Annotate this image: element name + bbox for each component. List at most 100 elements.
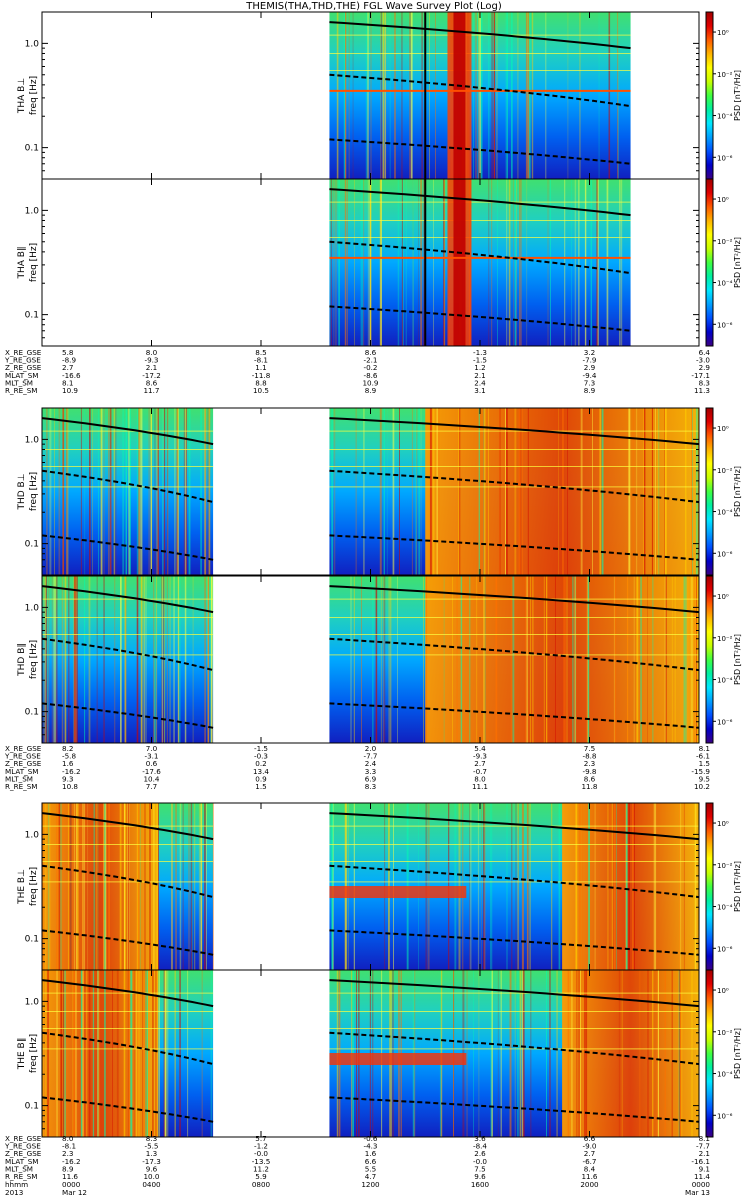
ephemeris-value: 9.3 [62,774,73,783]
spectrogram-streak [478,12,480,179]
ephemeris-value: 1.5 [255,782,266,791]
spectrogram-streak [204,803,206,970]
spectrogram-streak [588,803,590,970]
ephemeris-value: 8.0 [62,1134,74,1143]
gyrofrequency-curve [41,637,214,672]
spectrogram-streak [194,803,196,970]
spectrogram-streak [685,408,687,575]
spectrogram-streak [632,408,635,575]
spectrogram-streak [43,576,44,743]
ephemeris-value: 8.0 [474,774,486,783]
spectrogram-streak [361,179,363,346]
spectrogram-streak [56,576,58,743]
spectrogram-streak [125,576,127,743]
spectrogram-streak [384,12,386,179]
spectrogram-streak [616,803,617,970]
ephemeris-value: 7.5 [584,744,595,753]
spectrogram-streak [62,970,64,1137]
spectrogram-streak [154,408,156,575]
spectrogram-streak [124,576,127,743]
spectrogram-streak [522,408,523,575]
spectrogram-streak [127,970,129,1137]
colorbar-tick-label: 10⁻² [717,71,733,79]
spectrogram-streak [572,576,574,743]
spectrogram-streak [140,408,143,575]
spectrogram-streak [98,408,99,575]
spectrogram-streak [84,408,86,575]
ephemeris-value: -16.2 [62,1157,81,1166]
ephemeris-value: 9.6 [146,1164,158,1173]
spectrogram-streak [157,408,159,575]
ephemeris-value: -1.3 [473,348,487,357]
spectrogram-streak [564,179,566,346]
ephemeris-row-label: MLAT_SM [5,767,38,776]
ephemeris-value: 3.6 [474,1134,486,1143]
gyrofrequency-curve [329,812,700,841]
ephemeris-value: 9.5 [699,774,710,783]
ephemeris-value: 6.6 [365,1157,377,1166]
ephemeris-value: -0.0 [473,1157,487,1166]
spectrogram-streak [141,576,143,743]
spectrogram-streak [45,803,47,970]
spectrogram-streak [596,179,598,346]
gyrofrequency-curves [41,417,700,561]
spectrogram-streak [82,803,83,970]
spectrogram-streak [108,803,110,970]
spectrogram-streak [338,179,340,346]
ephemeris-row-label: X_RE_GSE [5,348,42,357]
ephemeris-value: 8.6 [584,774,596,783]
spectrogram-streak [691,970,693,1137]
gyrofrequency-curve [329,417,700,446]
spectrogram-streak [684,576,687,743]
spectrogram-streak [584,970,586,1137]
spectrogram-streak [620,179,623,346]
colorbar-tick-label: 10⁻² [717,238,733,246]
ephemeris-value: 3.3 [365,767,376,776]
y-axis-label: freq [Hz] [29,640,39,679]
spectrogram-streak [585,970,588,1137]
ephemeris-value: 1.6 [365,1149,377,1158]
spectrogram-streak [613,803,616,970]
spectrogram-streak [128,803,130,970]
spectrogram-streak [681,970,683,1137]
gyrofrequency-curve [329,305,631,332]
ephemeris-value: 11.7 [143,386,159,395]
ephemeris-value: 13.4 [253,767,269,776]
start-year: 2013 [5,1188,23,1197]
ephemeris-row-label: Z_RE_GSE [5,363,42,372]
spectrogram-streak [97,803,99,970]
y-tick-label: 0.1 [25,935,39,945]
spectrogram-hot-region [562,970,699,1137]
spectrogram-streak [101,408,103,575]
spectrogram-streak [88,576,91,743]
spectrogram-streak [375,576,378,743]
data-segment [42,408,214,575]
spectrogram-streak [123,803,126,970]
spectrogram-streak [435,12,436,179]
spectrogram-streak [421,12,423,179]
panel-label: THD B⊥ [17,473,27,510]
ephemeris-value: -1.5 [473,356,487,365]
spectrogram-streak [590,179,592,346]
spectrogram-streak [656,970,658,1137]
spectrogram-streak [56,803,58,970]
spectrogram-streak [182,803,184,970]
spectrogram-fill [42,576,214,743]
spectrogram-streak [136,408,139,575]
spectrogram-streak [483,803,485,970]
spectrogram-streak [514,179,516,346]
spectrogram-streak [336,12,339,179]
colorbar-tick-label: 10⁻² [717,467,733,475]
spectrogram-panel: 1.0 0.1 THD B⊥ freq [Hz] 10⁰ 10⁻² 10⁻⁴ 10⁻⁶ PSD … [17,407,742,576]
spectrogram-streak [97,970,99,1137]
spectrogram-streak [664,576,667,743]
spectrogram-streak [114,576,116,743]
ephemeris-value: -7.9 [582,356,596,365]
ephemeris-value: 2.6 [474,1149,486,1158]
spectrogram-streak [89,408,91,575]
spectrogram-streak [100,408,102,575]
spectrogram-streak [42,803,44,970]
start-date: Mar 12 [62,1188,87,1197]
gyrofrequency-curve [41,812,214,841]
ephemeris-value: 10.0 [143,1172,159,1181]
